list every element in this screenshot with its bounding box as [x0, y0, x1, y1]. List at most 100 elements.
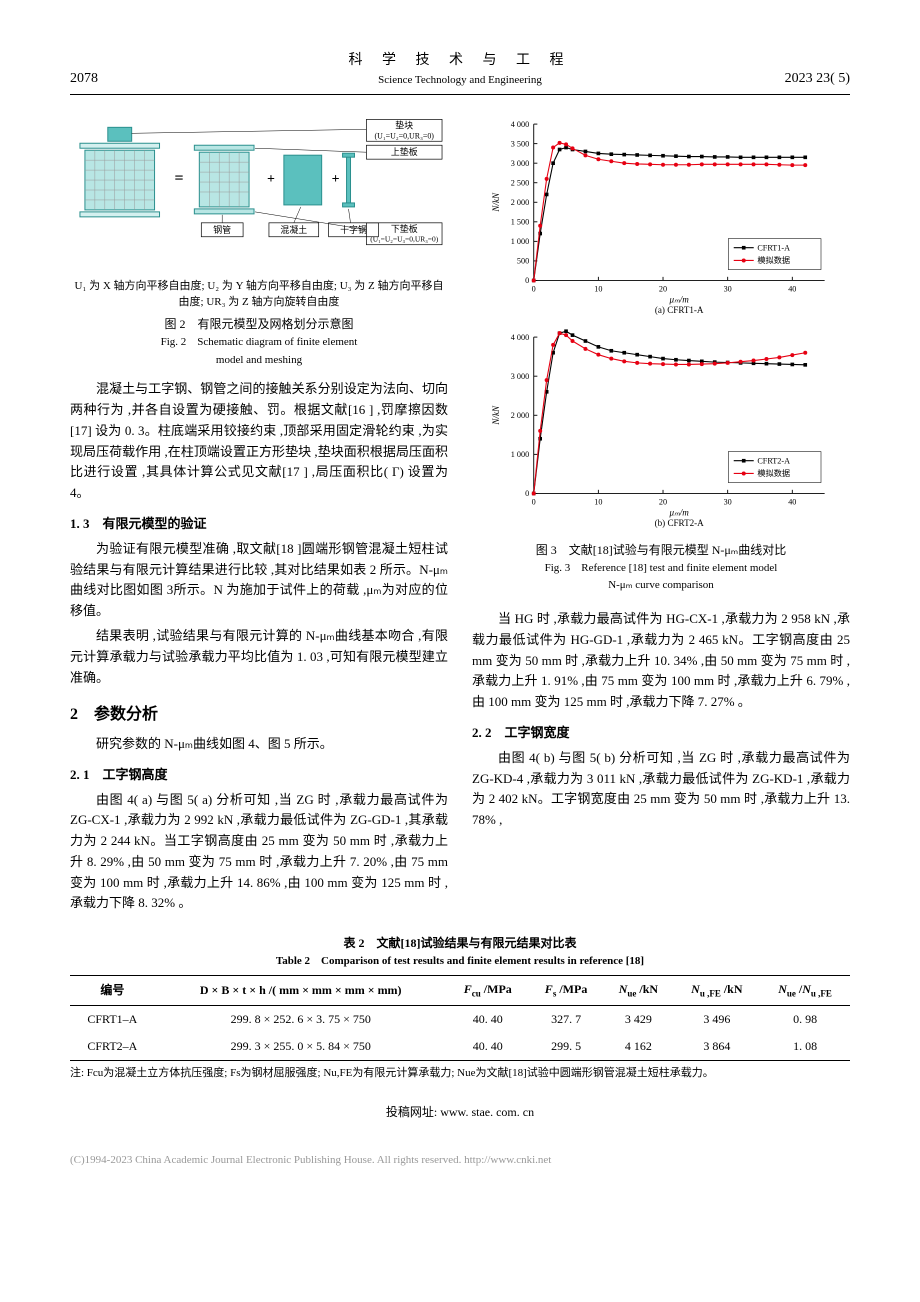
left-column: = + +: [70, 115, 448, 914]
table-cell: 3 496: [674, 1005, 761, 1033]
table-cell: CFRT1–A: [70, 1005, 155, 1033]
svg-text:+: +: [332, 172, 340, 187]
sec-2: 2 参数分析: [70, 702, 448, 728]
svg-text:μₘ/m: μₘ/m: [669, 294, 690, 304]
fig2-caption-cn: 图 2 有限元模型及网格划分示意图: [70, 315, 448, 334]
table-cell: 1. 08: [760, 1033, 850, 1061]
label-block-eq: (U₁=U₂=0,UR₃=0): [375, 131, 435, 140]
svg-text:30: 30: [724, 284, 732, 293]
table-cell: 40. 40: [447, 1033, 529, 1061]
table-col: Fcu /MPa: [447, 976, 529, 1006]
fig3-chart-b: 01 0002 0003 0004 000010203040μₘ/m(b) CF…: [472, 328, 850, 535]
label-block: 垫块: [395, 119, 413, 130]
svg-text:40: 40: [788, 284, 796, 293]
footer-cnki: (C)1994-2023 China Academic Journal Elec…: [70, 1152, 850, 1170]
fig2-svg: = + +: [70, 115, 448, 265]
table-cell: 299. 8 × 252. 6 × 3. 75 × 750: [155, 1005, 447, 1033]
svg-text:4 000: 4 000: [511, 120, 529, 129]
label-lower: 下垫板: [391, 223, 418, 234]
svg-text:4 000: 4 000: [511, 333, 529, 342]
table-row: CFRT2–A299. 3 × 255. 0 × 5. 84 × 75040. …: [70, 1033, 850, 1061]
table2-title-cn: 表 2 文献[18]试验结果与有限元结果对比表: [70, 934, 850, 953]
svg-text:3 000: 3 000: [511, 159, 529, 168]
label-upper: 上垫板: [391, 146, 418, 157]
label-tube: 钢管: [213, 224, 231, 235]
svg-text:2 000: 2 000: [511, 411, 529, 420]
svg-text:N/kN: N/kN: [491, 192, 501, 213]
para-2: 为验证有限元模型准确 ,取文献[18 ]圆端形钢管混凝土短柱试验结果与有限元计算…: [70, 539, 448, 622]
table-col: Nu ,FE /kN: [674, 976, 761, 1006]
label-concrete: 混凝土: [280, 224, 307, 235]
svg-text:模拟数据: 模拟数据: [757, 468, 790, 478]
table-cell: 4 162: [603, 1033, 673, 1061]
fig2-caption-en1: Fig. 2 Schematic diagram of finite eleme…: [70, 334, 448, 352]
page-header: 2078 科 学 技 术 与 工 程 Science Technology an…: [70, 50, 850, 95]
svg-text:20: 20: [659, 284, 667, 293]
table-cell: 3 429: [603, 1005, 673, 1033]
table-col: Nue /kN: [603, 976, 673, 1006]
table-col: Nue /Nu ,FE: [760, 976, 850, 1006]
fig3b-svg: 01 0002 0003 0004 000010203040μₘ/m(b) CF…: [472, 328, 850, 528]
sec-2-1: 2. 1 工字钢高度: [70, 765, 448, 786]
fig3-chart-a: 0 500 1 000 1 500 2 000 2 500 3 000 3 500 4 000 0…: [472, 115, 850, 322]
fig2-caption-en2: model and meshing: [70, 352, 448, 370]
table2-table: 编号D × B × t × h /( mm × mm × mm × mm)Fcu…: [70, 975, 850, 1061]
label-lower-eq: (U₁=U₂=U₃=0,UR₃=0): [370, 235, 439, 244]
fig2-diagram: = + +: [70, 115, 448, 369]
svg-text:0: 0: [525, 276, 529, 285]
para-3: 结果表明 ,试验结果与有限元计算的 N-μₘ曲线基本吻合 ,有限元计算承载力与试…: [70, 626, 448, 688]
svg-text:500: 500: [517, 257, 529, 266]
svg-text:3 500: 3 500: [511, 139, 529, 148]
footer-submit: 投稿网址: www. stae. com. cn: [70, 1103, 850, 1122]
table-cell: 327. 7: [529, 1005, 604, 1033]
table2-note: 注: Fcu为混凝土立方体抗压强度; Fs为钢材屈服强度; Nu,FE为有限元计…: [70, 1065, 850, 1083]
svg-text:CFRT2-A: CFRT2-A: [757, 456, 790, 465]
table-col: Fs /MPa: [529, 976, 604, 1006]
svg-text:3 000: 3 000: [511, 372, 529, 381]
fig3a-svg: 0 500 1 000 1 500 2 000 2 500 3 000 3 500 4 000 0…: [472, 115, 850, 315]
table2-title-en: Table 2 Comparison of test results and f…: [70, 953, 850, 971]
fig3-caption-cn: 图 3 文献[18]试验与有限元模型 N-μₘ曲线对比: [472, 541, 850, 560]
year-issue: 2023 23( 5): [785, 68, 850, 90]
svg-text:模拟数据: 模拟数据: [757, 255, 790, 265]
table-cell: CFRT2–A: [70, 1033, 155, 1061]
right-column: 0 500 1 000 1 500 2 000 2 500 3 000 3 500 4 000 0…: [472, 115, 850, 914]
page-number: 2078: [70, 68, 98, 90]
svg-text:0: 0: [532, 497, 536, 506]
svg-text:1 000: 1 000: [511, 450, 529, 459]
table-row: CFRT1–A299. 8 × 252. 6 × 3. 75 × 75040. …: [70, 1005, 850, 1033]
svg-text:0: 0: [532, 284, 536, 293]
svg-text:(b) CFRT2-A: (b) CFRT2-A: [655, 518, 705, 528]
svg-text:2 500: 2 500: [511, 178, 529, 187]
journal-title-cn: 科 学 技 术 与 工 程: [70, 50, 850, 72]
svg-text:30: 30: [724, 497, 732, 506]
svg-text:1 000: 1 000: [511, 237, 529, 246]
table-col: D × B × t × h /( mm × mm × mm × mm): [155, 976, 447, 1006]
fig2-note: U₁ 为 X 轴方向平移自由度; U₂ 为 Y 轴方向平移自由度; U₃ 为 Z…: [70, 278, 448, 311]
table-cell: 299. 5: [529, 1033, 604, 1061]
para-7: 由图 4( b) 与图 5( b) 分析可知 ,当 ZG 时 ,承载力最高试件为…: [472, 748, 850, 831]
svg-text:0: 0: [525, 489, 529, 498]
svg-text:40: 40: [788, 497, 796, 506]
table-cell: 0. 98: [760, 1005, 850, 1033]
svg-text:10: 10: [594, 497, 602, 506]
svg-text:20: 20: [659, 497, 667, 506]
svg-text:+: +: [267, 172, 275, 187]
svg-text:10: 10: [594, 284, 602, 293]
para-4: 研究参数的 N-μₘ曲线如图 4、图 5 所示。: [70, 734, 448, 755]
svg-text:1 500: 1 500: [511, 218, 529, 227]
svg-text:(a) CFRT1-A: (a) CFRT1-A: [655, 305, 704, 315]
svg-text:N/kN: N/kN: [491, 405, 501, 426]
table2: 表 2 文献[18]试验结果与有限元结果对比表 Table 2 Comparis…: [70, 934, 850, 1083]
para-6: 当 HG 时 ,承载力最高试件为 HG-CX-1 ,承载力为 2 958 kN …: [472, 609, 850, 713]
table-col: 编号: [70, 976, 155, 1006]
table-cell: 40. 40: [447, 1005, 529, 1033]
svg-text:2 000: 2 000: [511, 198, 529, 207]
sec-1-3: 1. 3 有限元模型的验证: [70, 514, 448, 535]
svg-text:=: =: [174, 170, 183, 187]
para-1: 混凝土与工字钢、钢管之间的接触关系分别设定为法向、切向两种行为 ,并各自设置为硬…: [70, 379, 448, 504]
para-5: 由图 4( a) 与图 5( a) 分析可知 ,当 ZG 时 ,承载力最高试件为…: [70, 790, 448, 915]
svg-text:CFRT1-A: CFRT1-A: [757, 243, 790, 252]
sec-2-2: 2. 2 工字钢宽度: [472, 723, 850, 744]
table-cell: 299. 3 × 255. 0 × 5. 84 × 750: [155, 1033, 447, 1061]
